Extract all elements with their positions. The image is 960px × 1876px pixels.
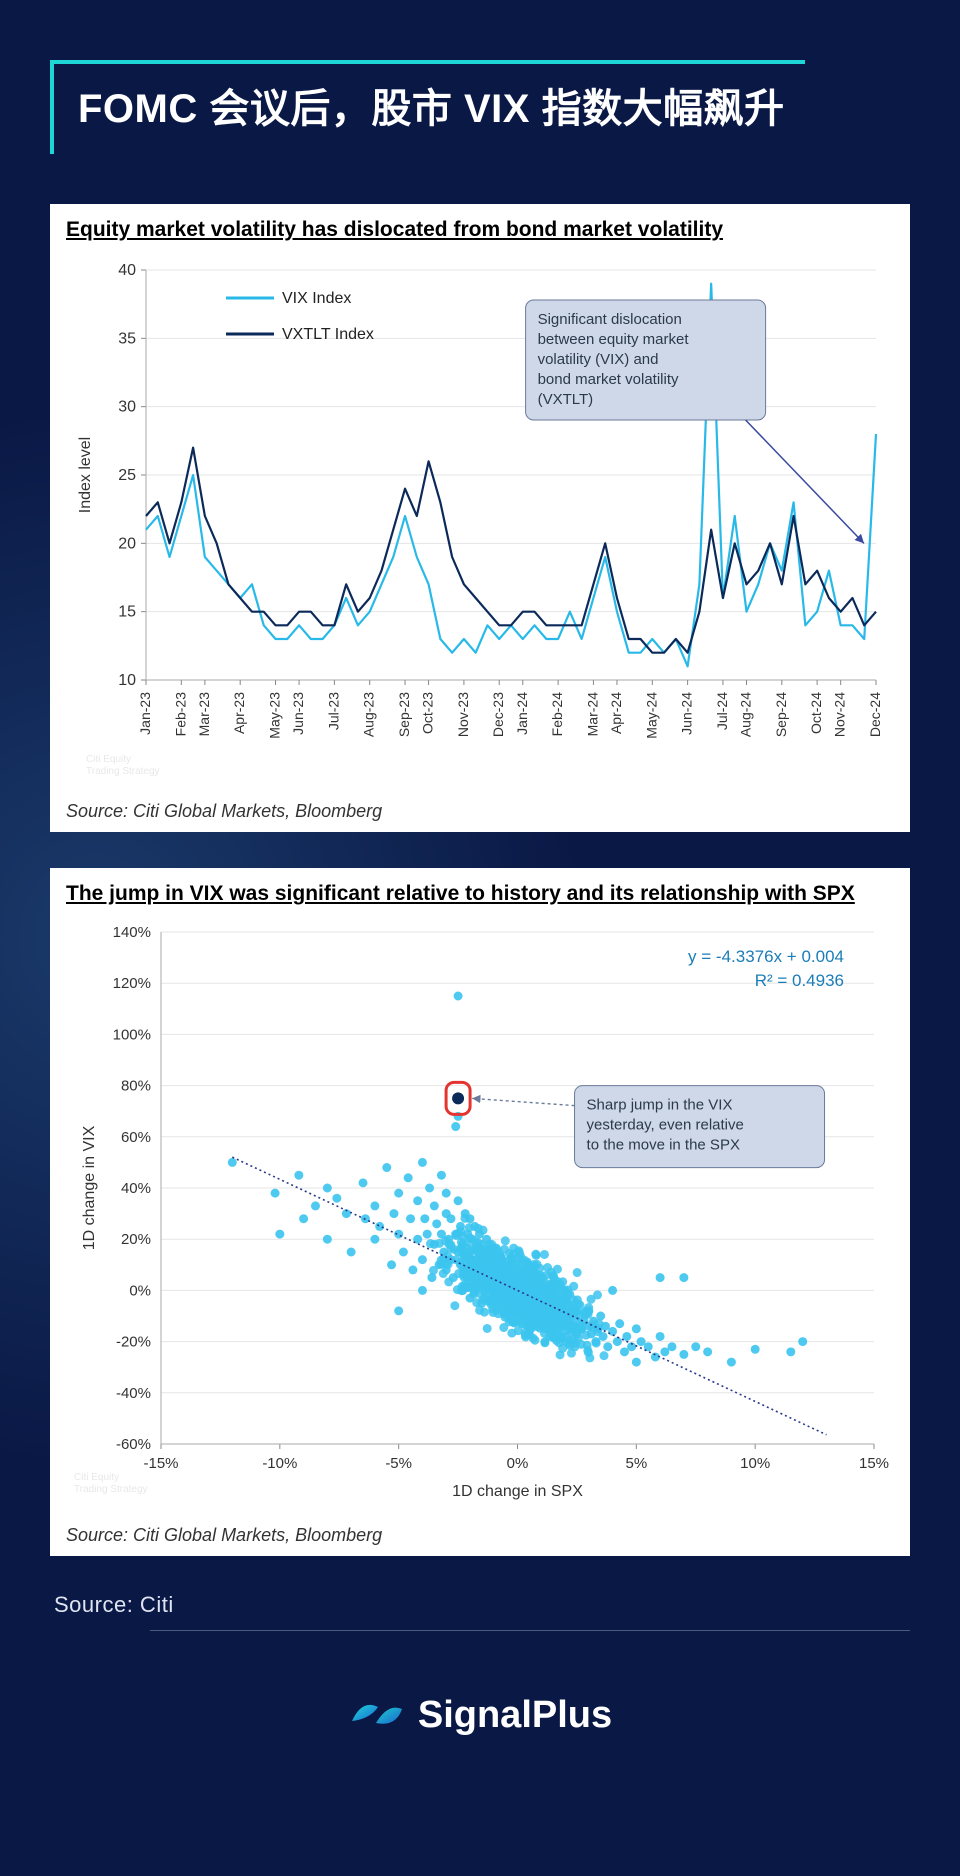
svg-text:25: 25 bbox=[118, 467, 136, 484]
svg-text:0%: 0% bbox=[129, 1282, 151, 1299]
svg-text:Significant dislocation: Significant dislocation bbox=[538, 311, 682, 328]
svg-text:80%: 80% bbox=[121, 1078, 151, 1095]
svg-text:120%: 120% bbox=[113, 975, 151, 992]
svg-text:-20%: -20% bbox=[116, 1334, 151, 1351]
svg-text:Jul-24: Jul-24 bbox=[714, 692, 730, 730]
svg-text:Apr-23: Apr-23 bbox=[231, 692, 247, 734]
svg-text:to the move in the SPX: to the move in the SPX bbox=[587, 1137, 740, 1154]
svg-text:Citi Equity: Citi Equity bbox=[86, 754, 131, 765]
page-title: FOMC 会议后，股市 VIX 指数大幅飙升 bbox=[78, 82, 785, 136]
title-block: FOMC 会议后，股市 VIX 指数大幅飙升 bbox=[50, 60, 805, 154]
svg-text:-10%: -10% bbox=[262, 1455, 297, 1472]
svg-text:30: 30 bbox=[118, 399, 136, 416]
chart1-source: Source: Citi Global Markets, Bloomberg bbox=[66, 801, 894, 822]
svg-text:Jan-24: Jan-24 bbox=[514, 692, 530, 735]
svg-text:Jul-23: Jul-23 bbox=[325, 692, 341, 730]
svg-text:20%: 20% bbox=[121, 1231, 151, 1248]
svg-text:(VXTLT): (VXTLT) bbox=[538, 391, 594, 408]
svg-text:Dec-23: Dec-23 bbox=[490, 692, 506, 737]
svg-text:140%: 140% bbox=[113, 924, 151, 941]
svg-text:Oct-23: Oct-23 bbox=[420, 692, 436, 734]
svg-text:Feb-23: Feb-23 bbox=[172, 692, 188, 737]
svg-text:VIX Index: VIX Index bbox=[282, 290, 351, 307]
svg-text:R² = 0.4936: R² = 0.4936 bbox=[755, 971, 844, 990]
svg-text:VXTLT Index: VXTLT Index bbox=[282, 326, 374, 343]
svg-text:Jun-24: Jun-24 bbox=[679, 692, 695, 735]
svg-text:yesterday, even relative: yesterday, even relative bbox=[587, 1117, 744, 1134]
chart1-title: Equity market volatility has dislocated … bbox=[66, 218, 894, 242]
outer-source: Source: Citi bbox=[54, 1592, 910, 1618]
svg-text:Jun-23: Jun-23 bbox=[290, 692, 306, 735]
svg-text:-15%: -15% bbox=[143, 1455, 178, 1472]
svg-text:10%: 10% bbox=[740, 1455, 770, 1472]
svg-text:Oct-24: Oct-24 bbox=[808, 692, 824, 734]
svg-text:5%: 5% bbox=[625, 1455, 647, 1472]
chart2-title: The jump in VIX was significant relative… bbox=[66, 882, 894, 906]
svg-text:Citi Equity: Citi Equity bbox=[74, 1472, 119, 1483]
svg-text:volatility (VIX) and: volatility (VIX) and bbox=[538, 351, 659, 368]
logo-mark-icon bbox=[348, 1691, 406, 1739]
chart2-svg: -60% -40% -20% 0% 20% 40% 60% 80% 100% 120% 140% -1… bbox=[66, 914, 894, 1514]
svg-text:Feb-24: Feb-24 bbox=[549, 692, 565, 737]
chart2-card: The jump in VIX was significant relative… bbox=[50, 868, 910, 1556]
svg-text:Sep-24: Sep-24 bbox=[773, 692, 789, 737]
svg-text:10: 10 bbox=[118, 672, 136, 689]
svg-text:Sharp jump in the VIX: Sharp jump in the VIX bbox=[587, 1097, 733, 1114]
chart1-card: Equity market volatility has dislocated … bbox=[50, 204, 910, 832]
svg-text:40%: 40% bbox=[121, 1180, 151, 1197]
svg-text:Nov-23: Nov-23 bbox=[455, 692, 471, 737]
svg-text:bond market volatility: bond market volatility bbox=[538, 371, 679, 388]
svg-text:Apr-24: Apr-24 bbox=[608, 692, 624, 734]
svg-text:between equity market: between equity market bbox=[538, 331, 690, 348]
chart2-source: Source: Citi Global Markets, Bloomberg bbox=[66, 1525, 894, 1546]
svg-text:Jan-23: Jan-23 bbox=[137, 692, 153, 735]
svg-text:Mar-24: Mar-24 bbox=[584, 692, 600, 737]
svg-text:Sep-23: Sep-23 bbox=[396, 692, 412, 737]
svg-text:100%: 100% bbox=[113, 1026, 151, 1043]
svg-text:May-23: May-23 bbox=[267, 692, 283, 739]
svg-text:May-24: May-24 bbox=[643, 692, 659, 739]
svg-text:Nov-24: Nov-24 bbox=[832, 692, 848, 737]
svg-text:35: 35 bbox=[118, 330, 136, 347]
svg-text:Trading Strategy: Trading Strategy bbox=[74, 1484, 148, 1495]
svg-text:-60%: -60% bbox=[116, 1436, 151, 1453]
svg-text:40: 40 bbox=[118, 262, 136, 279]
svg-text:15%: 15% bbox=[859, 1455, 889, 1472]
svg-text:60%: 60% bbox=[121, 1129, 151, 1146]
svg-text:1D change in VIX: 1D change in VIX bbox=[81, 1125, 98, 1250]
chart1-svg: 10 15 20 25 30 35 40 Jan-23 Feb-23 Mar-23 Apr-23 Ma… bbox=[66, 250, 894, 790]
divider bbox=[150, 1630, 910, 1631]
svg-text:15: 15 bbox=[118, 604, 136, 621]
svg-text:Mar-23: Mar-23 bbox=[196, 692, 212, 737]
svg-text:-5%: -5% bbox=[385, 1455, 412, 1472]
svg-text:Index level: Index level bbox=[77, 437, 94, 514]
svg-text:-40%: -40% bbox=[116, 1385, 151, 1402]
svg-text:Aug-24: Aug-24 bbox=[737, 692, 753, 737]
svg-text:Aug-23: Aug-23 bbox=[361, 692, 377, 737]
svg-text:Dec-24: Dec-24 bbox=[867, 692, 883, 737]
svg-text:Trading Strategy: Trading Strategy bbox=[86, 766, 160, 777]
logo: SignalPlus bbox=[50, 1691, 910, 1739]
svg-text:0%: 0% bbox=[507, 1455, 529, 1472]
logo-text: SignalPlus bbox=[418, 1694, 612, 1737]
svg-text:y = -4.3376x + 0.004: y = -4.3376x + 0.004 bbox=[688, 947, 844, 966]
svg-text:20: 20 bbox=[118, 535, 136, 552]
svg-text:1D change in SPX: 1D change in SPX bbox=[452, 1483, 583, 1500]
